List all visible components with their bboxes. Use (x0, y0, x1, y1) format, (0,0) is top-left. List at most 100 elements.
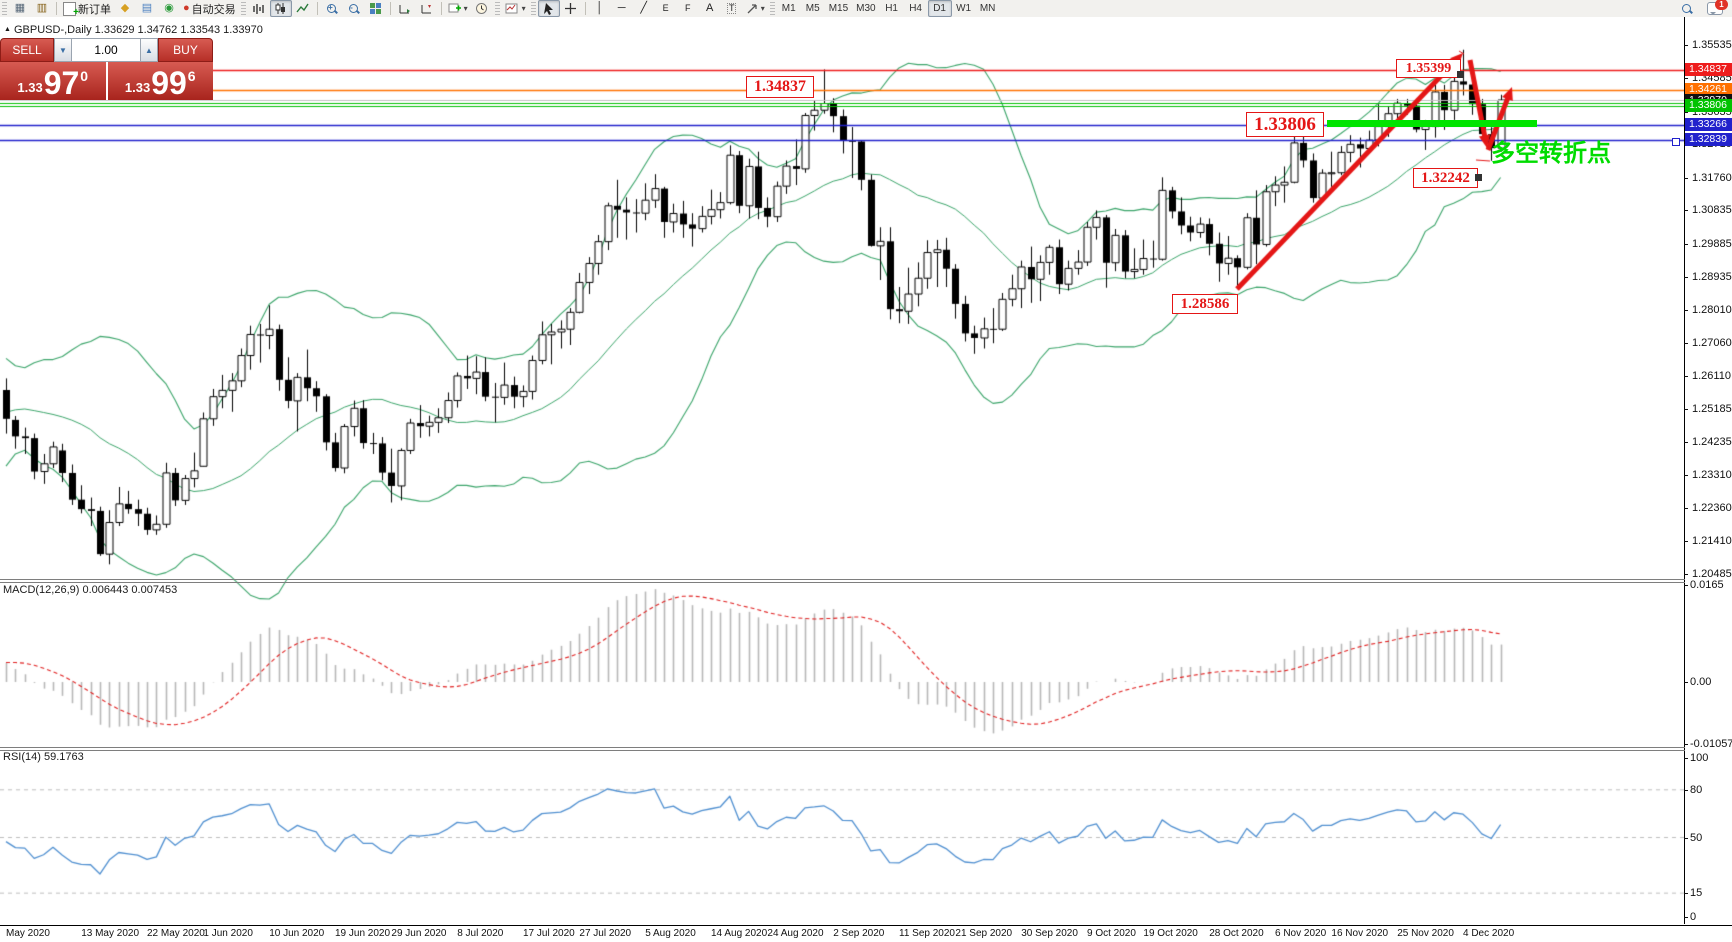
timeframe-button-w1[interactable]: W1 (956, 3, 972, 14)
templates-caret-icon: ▾ (521, 4, 526, 13)
zoom-out-icon: - (348, 3, 360, 15)
timeframe-group: M1 M5 M15 M30 H1 H4 D1 W1 MN (777, 0, 1000, 17)
sell-button[interactable]: SELL (0, 38, 54, 62)
pane-separator-main-macd[interactable] (0, 579, 1685, 580)
add-indicator-caret-icon: ▾ (463, 4, 468, 13)
buy-price-big: 99 (151, 65, 187, 101)
signals-icon: ◉ (164, 2, 174, 14)
price-axis-tick: 1.22360 (1692, 502, 1732, 515)
volume-input[interactable] (72, 38, 140, 62)
signals-button[interactable]: ◉ (158, 0, 180, 17)
text-tool-button[interactable]: A (699, 0, 721, 17)
bar-chart-button[interactable] (248, 0, 270, 17)
rsi-axis-tick: 0 (1690, 911, 1697, 923)
market-watch-icon: ◆ (120, 2, 130, 14)
buy-button[interactable]: BUY (158, 38, 213, 62)
new-order-button[interactable]: + 新订单 (60, 0, 114, 17)
fibonacci-tool-button[interactable]: F (677, 0, 699, 17)
bar-chart-icon (253, 4, 264, 14)
volume-up-button[interactable]: ▲ (140, 38, 158, 62)
clock-icon (476, 3, 488, 14)
add-indicator-button[interactable]: ▾ (445, 0, 471, 17)
horizontal-line-icon: ─ (617, 2, 626, 14)
toolbar-grip[interactable] (2, 2, 7, 15)
new-order-label: 新订单 (78, 3, 111, 16)
timeframe-button-d1[interactable]: D1 (927, 0, 952, 17)
notifications-button[interactable]: 1 (1704, 0, 1728, 17)
sell-price-small: 1.33 (17, 80, 43, 95)
timeframe-button-m1[interactable]: M1 (781, 3, 796, 14)
chart-window: ▲ GBPUSD-,Daily 1.33629 1.34762 1.33543 … (0, 17, 1732, 942)
search-button[interactable] (1676, 0, 1698, 17)
volume-down-button[interactable]: ▼ (54, 38, 72, 62)
timeframe-button-m5[interactable]: M5 (805, 3, 820, 14)
crosshair-icon (565, 3, 577, 14)
search-icon (1681, 3, 1693, 15)
new-chart-button[interactable]: ▦ (9, 0, 31, 17)
price-chart-canvas[interactable] (0, 17, 1684, 924)
data-window-button[interactable]: ▤ (136, 0, 158, 17)
arrows-tool-button[interactable]: ▾ (743, 0, 768, 17)
timeframe-button-mn[interactable]: MN (979, 3, 996, 14)
timeframe-button-m30[interactable]: M30 (856, 3, 876, 14)
arrows-tool-icon (747, 3, 757, 13)
timeframe-button-m15[interactable]: M15 (828, 3, 849, 14)
vertical-line-icon: │ (596, 2, 604, 14)
cursor-icon (543, 3, 553, 15)
new-order-icon: + (63, 1, 79, 17)
label-tool-button[interactable]: T (721, 0, 743, 17)
crosshair-tool-button[interactable] (560, 0, 582, 17)
data-window-icon: ▤ (141, 2, 153, 14)
pane-separator-macd-rsi[interactable] (0, 747, 1685, 748)
trendline-tool-button[interactable]: ╱ (633, 0, 655, 17)
price-axis-tick: 1.28010 (1692, 303, 1732, 316)
macd-indicator-label: MACD(12,26,9) 0.006443 0.007453 (3, 584, 178, 596)
price-level-badge: 1.33806 (1685, 99, 1732, 113)
rsi-axis-tick: 15 (1690, 887, 1703, 900)
new-chart-icon: ▦ (14, 2, 26, 14)
cursor-tool-button[interactable] (537, 0, 560, 17)
auto-scroll-button[interactable] (394, 0, 416, 17)
chart-shift-button[interactable] (416, 0, 438, 17)
channel-tool-button[interactable]: E (655, 0, 677, 17)
market-watch-button[interactable]: ◆ (114, 0, 136, 17)
period-clock-button[interactable] (471, 0, 493, 17)
templates-button[interactable]: ▾ (502, 0, 529, 17)
auto-trading-label: 自动交易 (191, 3, 236, 16)
zoom-in-button[interactable]: + (321, 0, 343, 17)
timeframe-button-h1[interactable]: H1 (885, 3, 898, 14)
sell-price-display[interactable]: 1.33 97 0 (0, 62, 106, 100)
pane-separator-macd-rsi-2[interactable] (0, 750, 1685, 751)
symbol-info-line: ▲ GBPUSD-,Daily 1.33629 1.34762 1.33543 … (4, 24, 263, 36)
price-axis-tick: 1.21410 (1692, 535, 1732, 548)
buy-price-display[interactable]: 1.33 99 6 (107, 62, 213, 101)
text-tool-icon: A (706, 2, 714, 14)
time-axis[interactable] (0, 925, 1732, 942)
profiles-button[interactable]: ▥ (31, 0, 53, 17)
tile-windows-button[interactable] (365, 0, 387, 17)
zoom-out-button[interactable]: - (343, 0, 365, 17)
line-chart-button[interactable] (292, 0, 314, 17)
rsi-indicator-label: RSI(14) 59.1763 (3, 751, 84, 763)
channel-icon: E (662, 3, 669, 13)
price-axis-tick: 1.31760 (1692, 171, 1732, 184)
pane-separator-main-macd-2[interactable] (0, 582, 1685, 583)
price-level-badge: 1.34261 (1685, 83, 1732, 97)
candle-chart-button[interactable] (269, 0, 292, 17)
auto-trading-button[interactable]: ● 自动交易 (180, 0, 239, 17)
price-level-badge: 1.33266 (1685, 118, 1732, 132)
fibonacci-icon: F (684, 3, 691, 13)
sell-price-sup: 0 (80, 68, 89, 84)
rsi-axis-tick: 100 (1690, 752, 1709, 764)
timeframe-button-h4[interactable]: H4 (909, 3, 922, 14)
vertical-line-tool-button[interactable]: │ (589, 0, 611, 17)
profiles-icon: ▥ (36, 2, 48, 14)
price-level-badge: 1.32839 (1685, 133, 1732, 147)
horizontal-line-tool-button[interactable]: ─ (611, 0, 633, 17)
price-axis-tick: 1.34585 (1692, 72, 1732, 85)
price-axis-tick: 1.27060 (1692, 336, 1732, 349)
macd-axis-tick: 0.0165 (1690, 578, 1724, 591)
symbol-marker-icon: ▲ (4, 26, 11, 33)
